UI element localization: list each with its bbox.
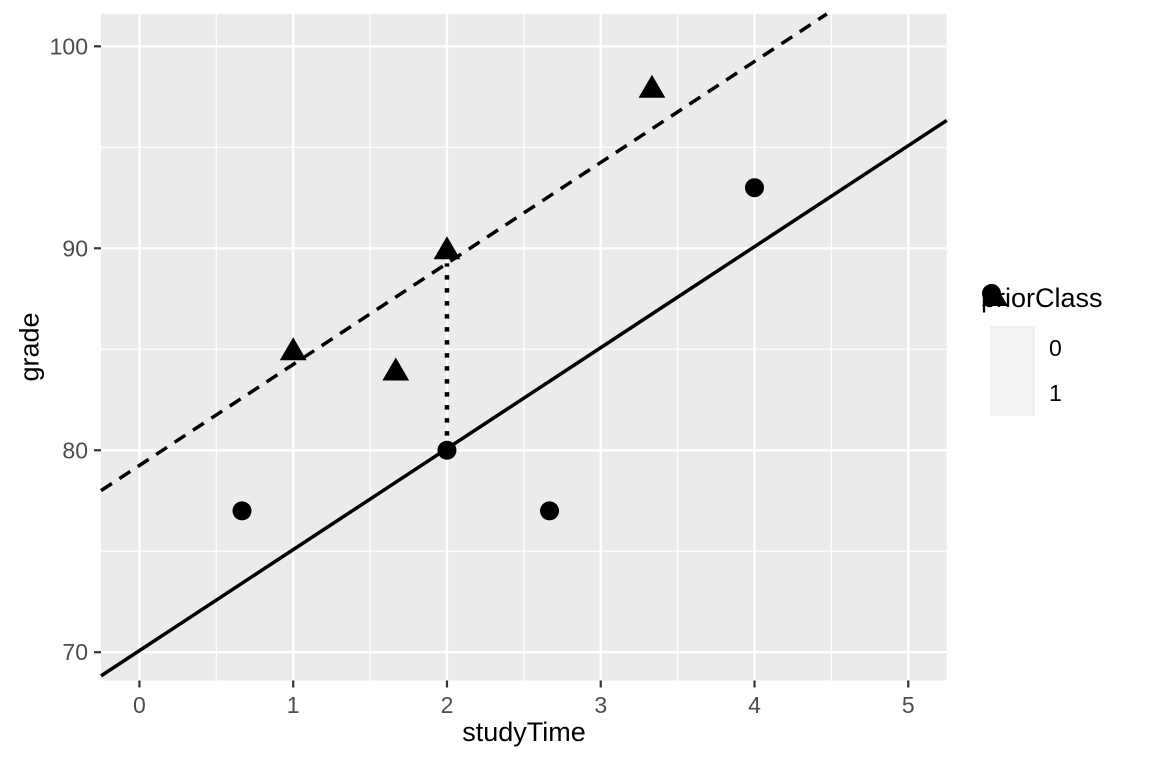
data-point-triangle (279, 337, 307, 361)
data-point-circle (540, 501, 560, 521)
legend-entry-class0: 0 (982, 284, 1103, 371)
data-point-triangle (382, 357, 410, 381)
x-tick-label: 3 (594, 692, 607, 718)
data-point-triangle (433, 236, 461, 260)
data-point-circle (744, 178, 764, 198)
y-tick-label: 100 (50, 33, 88, 59)
x-tick-label: 0 (133, 692, 146, 718)
x-tick-label: 1 (287, 692, 300, 718)
y-tick-label: 90 (62, 235, 88, 261)
x-axis-title: studyTime (462, 717, 586, 747)
x-tick-label: 2 (441, 692, 454, 718)
legend-key-box (982, 284, 1035, 416)
regression-line-solid (100, 118, 948, 678)
legend-rows: 0 1 (982, 284, 1103, 416)
legend-entry-class1: 1 (982, 284, 1103, 416)
triangle-marker-icon (982, 284, 1008, 306)
legend: priorClass 0 1 (981, 283, 1103, 416)
x-tick-label: 5 (902, 692, 915, 718)
y-tick-label: 80 (62, 437, 88, 463)
data-point-circle (437, 440, 457, 460)
y-axis-title: grade (14, 312, 45, 382)
data-point-triangle (638, 74, 666, 98)
regression-line-dashed (100, 12, 828, 493)
y-tick-label: 70 (62, 639, 88, 665)
legend-key-box (982, 284, 1035, 371)
data-point-circle (232, 501, 252, 521)
legend-label: 0 (1049, 335, 1062, 361)
legend-label: 1 (1049, 380, 1062, 406)
x-tick-label: 4 (748, 692, 761, 718)
